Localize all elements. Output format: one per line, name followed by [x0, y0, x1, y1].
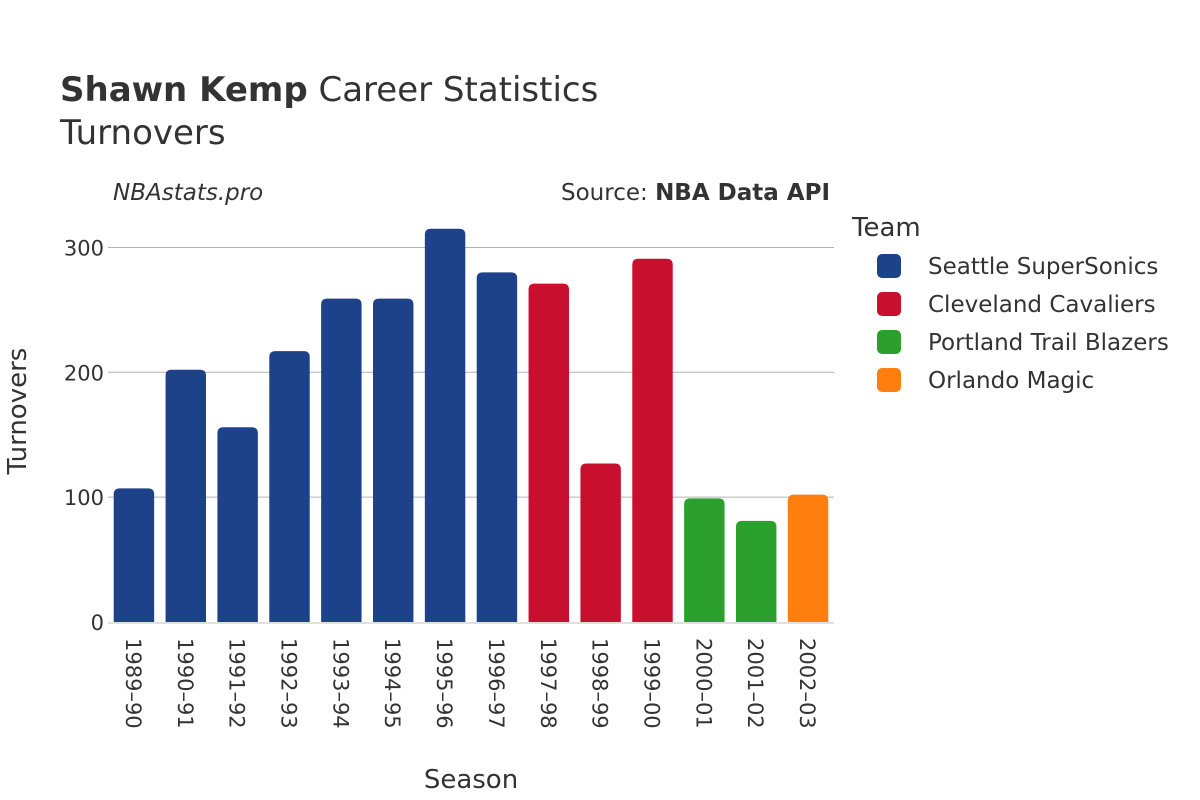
- bar-1989–90: [113, 488, 155, 622]
- title-rest: Career Statistics: [308, 70, 599, 110]
- x-tick-label: 1998–99: [588, 638, 612, 729]
- legend-label: Orlando Magic: [928, 368, 1094, 394]
- x-tick-label: 1994–95: [380, 638, 404, 729]
- legend: Team Seattle SuperSonics Cleveland Cavali…: [851, 213, 1169, 394]
- y-tick-label: 300: [64, 236, 104, 260]
- gridlines: [108, 246, 834, 624]
- x-tick-label: 1991–92: [225, 638, 249, 729]
- bar-2002–03: [787, 494, 829, 622]
- x-tick-label: 2002–03: [795, 638, 819, 729]
- x-tick-label: 2001–02: [743, 638, 767, 729]
- y-tick-label: 0: [91, 611, 104, 635]
- legend-swatch: [877, 368, 901, 392]
- y-axis-ticks: 0 100 200 300: [64, 236, 104, 635]
- legend-label: Portland Trail Blazers: [928, 330, 1169, 356]
- x-axis-title: Season: [424, 765, 518, 795]
- y-tick-label: 200: [64, 361, 104, 385]
- legend-swatch: [877, 292, 901, 316]
- bar-1990–91: [165, 369, 207, 622]
- x-tick-label: 1990–91: [173, 638, 197, 729]
- bar-1993–94: [321, 298, 362, 622]
- source-text: Source: NBA Data API: [561, 180, 830, 206]
- bar-2000–01: [684, 498, 725, 622]
- bar-1999–00: [632, 258, 673, 622]
- bar-1997–98: [528, 283, 570, 622]
- bar-1996–97: [476, 272, 518, 622]
- chart-subtitle: Turnovers: [59, 113, 226, 153]
- x-axis-ticks: 1989–90 1990–91 1991–92 1992–93 1993–94 1994–…: [121, 638, 819, 729]
- y-axis-title: Turnovers: [3, 348, 33, 476]
- legend-title: Team: [851, 213, 921, 243]
- x-tick-label: 1992–93: [277, 638, 301, 729]
- title-player-name: Shawn Kemp: [60, 70, 308, 110]
- x-tick-label: 1999–00: [640, 638, 664, 729]
- bar-1995–96: [424, 228, 466, 622]
- watermark-text: NBAstats.pro: [113, 180, 263, 206]
- bar-1991–92: [217, 427, 258, 622]
- y-tick-label: 100: [64, 486, 104, 510]
- source-name: NBA Data API: [655, 180, 830, 206]
- x-tick-label: 1997–98: [536, 638, 560, 729]
- bar-1998–99: [580, 463, 621, 622]
- x-tick-label: 1993–94: [328, 638, 352, 729]
- x-tick-label: 1996–97: [484, 638, 508, 729]
- legend-label: Seattle SuperSonics: [928, 254, 1158, 280]
- bar-1992–93: [269, 351, 310, 622]
- legend-swatch: [877, 254, 901, 278]
- legend-swatch: [877, 330, 901, 354]
- bar-2001–02: [735, 520, 777, 622]
- x-tick-label: 1989–90: [121, 638, 145, 729]
- chart-title: Shawn Kemp Career Statistics: [60, 70, 598, 110]
- source-prefix: Source:: [561, 180, 655, 206]
- bars-group: [113, 228, 829, 622]
- legend-label: Cleveland Cavaliers: [928, 292, 1156, 318]
- x-tick-label: 1995–96: [432, 638, 456, 729]
- bar-1994–95: [372, 298, 414, 622]
- x-tick-label: 2000–01: [691, 638, 715, 729]
